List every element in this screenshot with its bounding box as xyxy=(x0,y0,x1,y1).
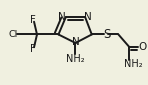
Text: N: N xyxy=(85,12,92,22)
Text: F: F xyxy=(30,44,35,54)
Text: NH₂: NH₂ xyxy=(124,59,143,69)
Text: O: O xyxy=(138,42,146,52)
Text: N: N xyxy=(58,12,66,22)
Text: N: N xyxy=(72,37,79,47)
Text: Cl: Cl xyxy=(9,30,18,39)
Text: NH₂: NH₂ xyxy=(66,54,85,64)
Text: F: F xyxy=(30,15,35,25)
Text: S: S xyxy=(103,28,110,40)
